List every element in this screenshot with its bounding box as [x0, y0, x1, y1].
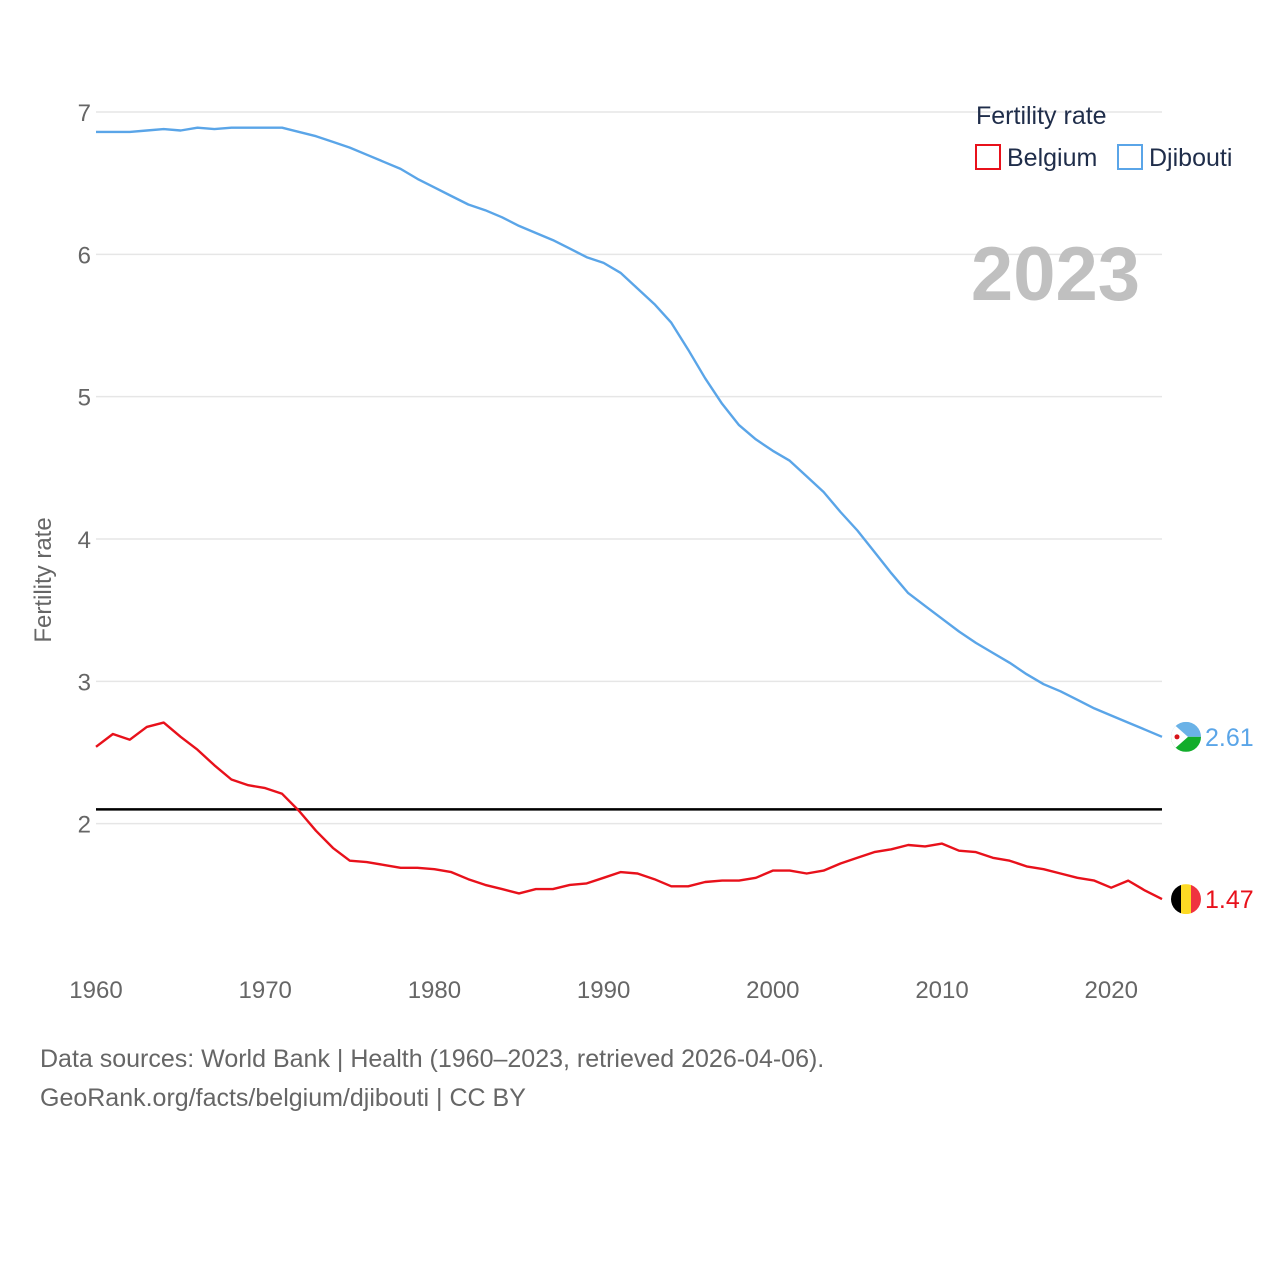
- x-tick-label-1980: 1980: [408, 977, 461, 1004]
- flag-star-red: [1174, 734, 1180, 740]
- flag-belgium-icon: [1171, 884, 1201, 915]
- legend-swatch-belgium: [975, 144, 1001, 170]
- footer-attribution: GeoRank.org/facts/belgium/djibouti | CC …: [40, 1084, 526, 1112]
- flag-stripe-red: [1191, 884, 1201, 915]
- end-value-label-djibouti: 2.61: [1205, 724, 1254, 752]
- y-axis-ticks: 2 3 4 5 6 7: [78, 100, 91, 839]
- series-lines: [95, 126, 1163, 901]
- legend-title: Fertility rate: [976, 102, 1107, 130]
- series-line-belgium: [95, 721, 1163, 901]
- x-tick-label-1970: 1970: [239, 977, 292, 1004]
- flag-marker-djibouti: [1171, 721, 1201, 752]
- series-line-djibouti: [96, 126, 1163, 738]
- legend-item-djibouti[interactable]: Djibouti: [1117, 144, 1232, 172]
- y-tick-label-5: 5: [78, 385, 91, 412]
- x-tick-label-1990: 1990: [577, 977, 630, 1004]
- grid-lines: [96, 111, 1162, 825]
- x-tick-label-2020: 2020: [1085, 977, 1138, 1004]
- legend-label-djibouti: Djibouti: [1149, 144, 1232, 172]
- flag-stripe-black: [1171, 884, 1181, 915]
- x-tick-label-1960: 1960: [69, 977, 122, 1004]
- flag-stripe-yellow: [1181, 884, 1191, 915]
- y-axis-label: Fertility rate: [30, 517, 57, 642]
- x-axis-ticks: 1960 1970 1980 1990 2000 2010 2020: [69, 977, 1138, 1004]
- end-value-label-belgium: 1.47: [1205, 886, 1254, 914]
- y-tick-label-7: 7: [78, 100, 91, 127]
- fertility-rate-chart: 2 3 4 5 6 7 1960 1970 1980 1990 2000 2010 2020 Fert…: [30, 100, 1254, 1004]
- year-label: 2023: [971, 232, 1140, 317]
- flag-djibouti-icon: [1171, 721, 1201, 752]
- y-tick-label-2: 2: [78, 812, 91, 839]
- y-tick-label-3: 3: [78, 669, 91, 696]
- y-tick-label-6: 6: [78, 242, 91, 269]
- footer-sources: Data sources: World Bank | Health (1960–…: [40, 1045, 825, 1073]
- series-end-markers: 1.47 2.61: [1171, 721, 1254, 915]
- legend-item-belgium[interactable]: Belgium: [975, 144, 1097, 172]
- legend-swatch-djibouti: [1117, 144, 1143, 170]
- x-tick-label-2010: 2010: [915, 977, 968, 1004]
- y-tick-label-4: 4: [78, 527, 91, 554]
- legend: Fertility rate Belgium Djibouti: [975, 102, 1232, 172]
- x-tick-label-2000: 2000: [746, 977, 799, 1004]
- legend-label-belgium: Belgium: [1007, 144, 1097, 172]
- flag-marker-belgium: [1171, 884, 1201, 915]
